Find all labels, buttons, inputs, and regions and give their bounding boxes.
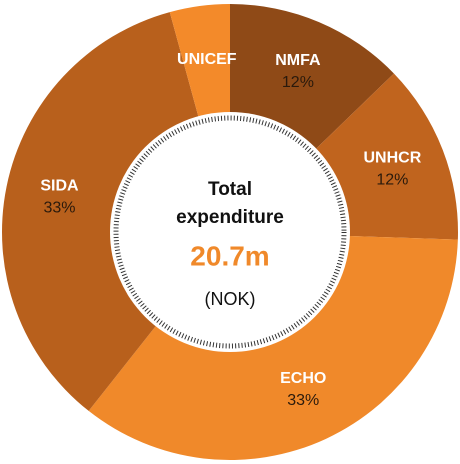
center-total: 20.7m [190, 240, 269, 271]
center-hole [110, 112, 350, 352]
donut-segment [309, 73, 458, 240]
donut-segment [169, 4, 230, 126]
segment-value-label: 33% [43, 200, 75, 217]
tick-ring [113, 115, 347, 349]
labels: NMFA 12% UNHCR 12% ECHO 33% SIDA 33% UNICEF [40, 51, 421, 409]
segment-value-label: 33% [287, 392, 319, 409]
segment-name: NMFA [275, 52, 321, 69]
segment-name: UNICEF [177, 51, 237, 68]
donut-segment [88, 235, 458, 460]
segment-name: UNHCR [363, 150, 421, 167]
segment-name: ECHO [280, 370, 326, 387]
center-unit: (NOK) [205, 289, 256, 309]
segment-value-label: 12% [282, 74, 314, 91]
donut-segment [230, 4, 394, 156]
center-label: expenditure [176, 207, 284, 228]
center-label: Total [208, 179, 252, 200]
segment-name: SIDA [40, 178, 79, 195]
segment-value-label: 12% [376, 172, 408, 189]
